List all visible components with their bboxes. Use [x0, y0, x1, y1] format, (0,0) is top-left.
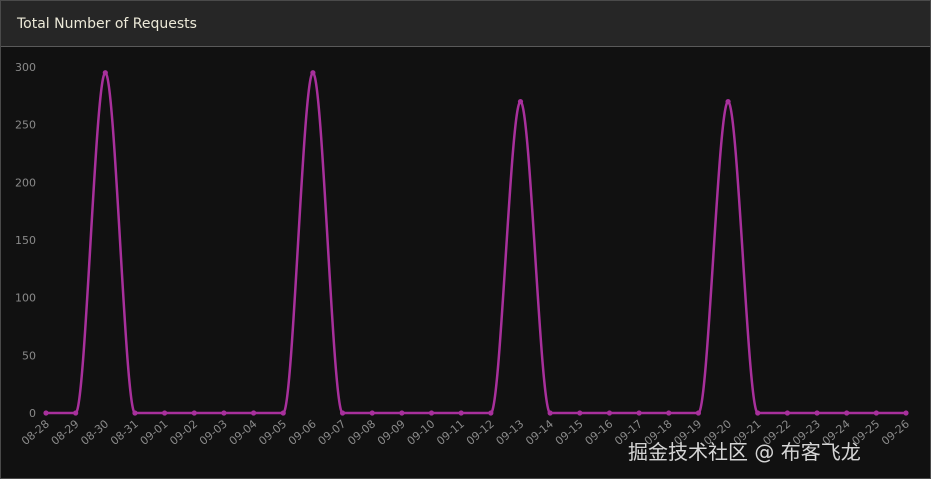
x-tick-label: 08-28	[19, 417, 52, 448]
data-point	[784, 410, 790, 416]
data-point	[310, 70, 316, 76]
data-point	[755, 410, 761, 416]
panel-header: Total Number of Requests	[1, 1, 930, 47]
data-point	[458, 410, 464, 416]
x-tick-label: 09-05	[256, 417, 289, 448]
y-tick-label: 200	[15, 176, 36, 189]
data-point	[873, 410, 879, 416]
data-point	[132, 410, 138, 416]
data-point	[191, 410, 197, 416]
data-point	[488, 410, 494, 416]
y-tick-label: 50	[22, 349, 36, 362]
data-point	[43, 410, 49, 416]
data-point	[577, 410, 583, 416]
x-tick-label: 09-07	[316, 417, 349, 448]
data-point	[844, 410, 850, 416]
data-point	[73, 410, 79, 416]
x-tick-label: 08-29	[49, 417, 82, 448]
data-point	[369, 410, 375, 416]
x-tick-label: 09-26	[879, 417, 912, 448]
x-tick-label: 08-30	[78, 417, 111, 448]
y-tick-label: 150	[15, 234, 36, 247]
panel-title: Total Number of Requests	[17, 15, 197, 32]
x-tick-label: 09-02	[167, 417, 200, 448]
data-point	[399, 410, 405, 416]
data-point	[428, 410, 435, 416]
data-point	[250, 410, 257, 416]
data-point	[903, 410, 909, 416]
y-tick-label: 0	[29, 407, 36, 420]
x-tick-label: 09-13	[494, 417, 527, 448]
x-tick-label: 09-01	[138, 417, 171, 448]
x-tick-label: 09-08	[345, 417, 378, 448]
data-point	[725, 99, 731, 105]
data-point	[695, 410, 702, 416]
x-tick-label: 08-31	[108, 417, 141, 448]
x-tick-label: 09-15	[553, 417, 586, 448]
data-point	[339, 410, 346, 416]
x-tick-label: 09-09	[375, 417, 408, 448]
y-tick-label: 250	[15, 119, 36, 132]
data-point	[517, 99, 524, 105]
series-line	[45, 71, 906, 415]
y-tick-label: 300	[15, 61, 36, 74]
x-tick-label: 09-10	[405, 417, 438, 448]
x-tick-label: 09-04	[227, 417, 260, 448]
x-tick-label: 09-06	[286, 417, 319, 448]
data-point	[814, 410, 820, 416]
data-point	[102, 70, 108, 76]
x-tick-label: 09-03	[197, 417, 230, 448]
x-tick-label: 09-12	[464, 417, 497, 448]
data-point	[606, 410, 613, 416]
x-tick-label: 09-11	[434, 417, 467, 448]
y-tick-label: 100	[15, 292, 36, 305]
data-point	[666, 410, 672, 416]
watermark: 掘金技术社区 @ 布客飞龙	[628, 440, 861, 464]
data-point	[547, 410, 553, 416]
data-point	[636, 410, 642, 416]
x-tick-label: 09-16	[583, 417, 616, 448]
x-tick-label: 09-14	[523, 417, 556, 448]
data-point	[162, 410, 168, 416]
data-point	[221, 410, 227, 416]
data-point	[280, 410, 286, 416]
